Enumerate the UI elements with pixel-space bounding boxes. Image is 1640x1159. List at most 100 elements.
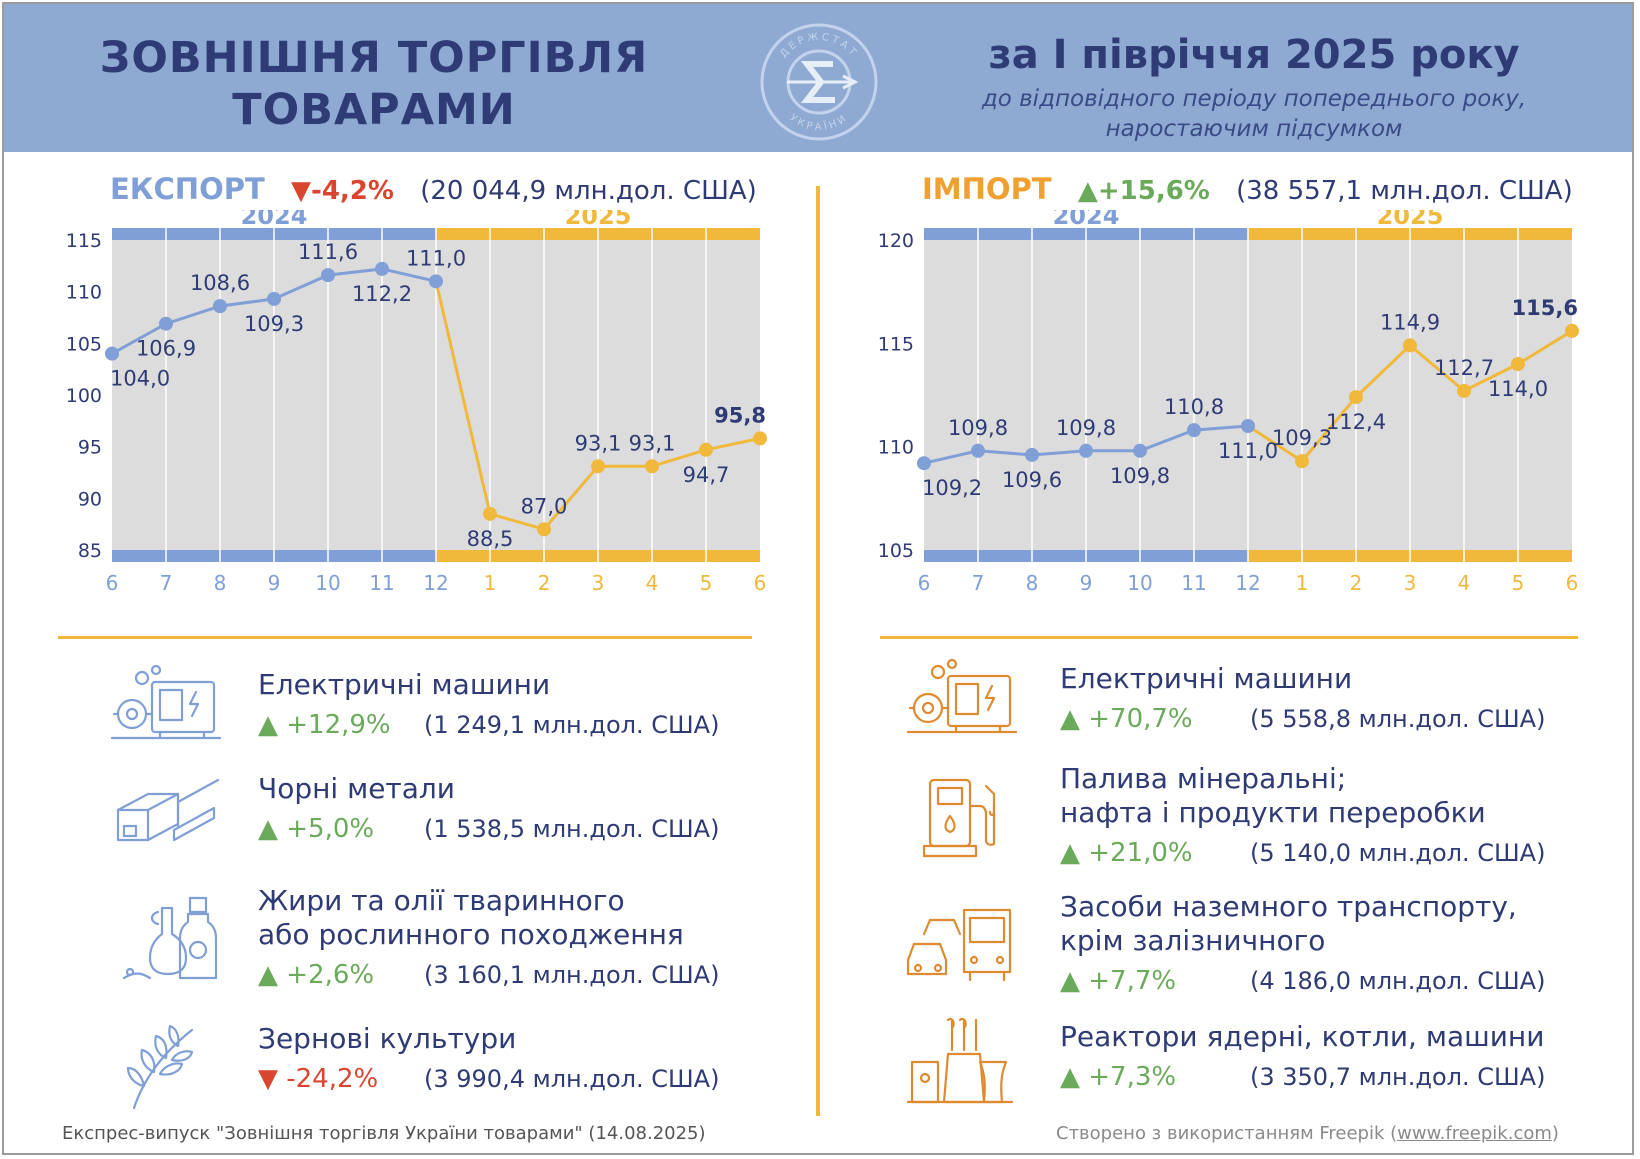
import-item-icon	[900, 766, 1020, 866]
y-tick-label: 115	[878, 333, 914, 355]
data-point	[971, 443, 985, 458]
electric-machine-icon	[110, 664, 222, 740]
data-label: 109,8	[948, 416, 1008, 440]
data-point	[537, 522, 551, 537]
main-title-line1: ЗОВНІШНЯ ТОРГІВЛЯ	[99, 33, 649, 83]
credit-end: )	[1551, 1123, 1559, 1144]
data-label: 109,6	[1002, 468, 1062, 492]
subtitle-line2: наростаючим підсумком	[1105, 116, 1403, 142]
x-tick-label: 6	[106, 571, 119, 595]
x-tick-label: 12	[423, 571, 448, 595]
x-tick-label: 10	[315, 571, 340, 595]
y-tick-label: 105	[66, 333, 102, 355]
item-change: ▲ +70,7%	[1060, 704, 1193, 734]
year-label-2024: 2024	[241, 210, 308, 230]
data-label: 114,0	[1488, 377, 1548, 401]
x-tick-label: 11	[369, 571, 394, 595]
item-change: ▲ +21,0%	[1060, 838, 1193, 868]
x-tick-label: 6	[754, 571, 767, 595]
wheat-icon	[126, 1024, 194, 1110]
export-divider	[58, 636, 752, 639]
data-point	[591, 459, 605, 474]
item-value: (5 558,8 млн.дол. США)	[1250, 705, 1546, 733]
data-label: 109,8	[1056, 416, 1116, 440]
period-subtitle: до відповідного періоду попереднього рок…	[964, 84, 1544, 144]
y-tick-label: 115	[66, 230, 102, 252]
data-point	[1511, 357, 1525, 371]
power-plant-icon	[906, 1017, 1014, 1104]
item-name: Електричні машини	[1060, 662, 1353, 695]
data-point	[917, 456, 931, 471]
import-total: (38 557,1 млн.дол. США)	[1236, 176, 1573, 206]
data-point	[105, 346, 119, 361]
data-label: 111,0	[406, 246, 466, 270]
x-tick-label: 10	[1127, 571, 1152, 595]
data-label: 109,8	[1110, 464, 1170, 488]
data-label: 112,7	[1434, 356, 1494, 380]
x-tick-label: 3	[592, 571, 605, 595]
export-change: ▼-4,2%	[291, 176, 394, 206]
x-tick-label: 4	[646, 571, 659, 595]
data-point	[699, 442, 713, 457]
import-item-icon	[900, 894, 1020, 994]
data-point	[1241, 419, 1255, 433]
item-name: Зернові культури	[258, 1022, 517, 1055]
x-tick-label: 9	[1080, 571, 1093, 595]
item-change: ▲ +2,6%	[258, 960, 375, 990]
freepik-link[interactable]: www.freepik.com	[1397, 1123, 1552, 1144]
data-label: 106,9	[136, 337, 196, 361]
year-label-2024: 2024	[1053, 210, 1120, 230]
electric-machine-icon	[906, 658, 1018, 734]
item-name: Реактори ядерні, котли, машини	[1060, 1020, 1545, 1053]
export-title: ЕКСПОРТ	[110, 172, 265, 206]
data-point	[1133, 443, 1147, 458]
y-tick-label: 85	[78, 540, 102, 562]
x-tick-label: 9	[268, 571, 281, 595]
export-item-icon	[104, 762, 224, 862]
data-point	[321, 268, 335, 283]
y-tick-label: 90	[78, 488, 102, 510]
data-label: 111,6	[298, 240, 358, 264]
export-header: ЕКСПОРТ ▼-4,2% (20 044,9 млн.дол. США)	[110, 172, 757, 208]
data-point	[429, 274, 443, 289]
item-value: (3 350,7 млн.дол. США)	[1250, 1063, 1546, 1091]
subtitle-line1: до відповідного періоду попереднього рок…	[981, 86, 1527, 112]
item-change: ▲ +12,9%	[258, 710, 391, 740]
data-label: 115,6	[1512, 296, 1578, 320]
data-label: 114,9	[1380, 310, 1440, 334]
item-name: Електричні машини	[258, 668, 551, 701]
data-point	[159, 316, 173, 331]
item-value: (3 990,4 млн.дол. США)	[424, 1065, 720, 1093]
fuel-pump-icon	[922, 778, 996, 858]
data-point	[483, 506, 497, 521]
data-point	[267, 291, 281, 306]
oil-bottles-icon	[122, 896, 218, 980]
import-header: ІМПОРТ ▲+15,6% (38 557,1 млн.дол. США)	[922, 172, 1573, 208]
data-point	[1403, 338, 1417, 353]
y-tick-label: 110	[878, 437, 914, 459]
item-value: (1 538,5 млн.дол. США)	[424, 815, 720, 843]
data-label: 109,3	[244, 312, 304, 336]
x-tick-label: 12	[1235, 571, 1260, 595]
import-divider	[880, 636, 1578, 639]
x-tick-label: 8	[214, 571, 227, 595]
export-item-icon	[104, 658, 224, 758]
x-tick-label: 7	[972, 571, 985, 595]
data-label: 112,2	[352, 282, 412, 306]
center-divider	[816, 186, 820, 1116]
item-change: ▼ -24,2%	[258, 1064, 379, 1094]
data-label: 108,6	[190, 271, 250, 295]
data-label: 94,7	[683, 463, 730, 487]
item-value: (4 186,0 млн.дол. США)	[1250, 967, 1546, 995]
x-tick-label: 6	[1566, 571, 1579, 595]
footer-source: Експрес-випуск "Зовнішня торгівля Україн…	[62, 1123, 706, 1144]
metal-beams-icon	[116, 778, 220, 842]
data-point	[1565, 323, 1579, 338]
import-title: ІМПОРТ	[922, 172, 1052, 206]
data-label: 111,0	[1218, 439, 1278, 463]
data-label: 110,8	[1164, 395, 1224, 419]
x-tick-label: 8	[1026, 571, 1039, 595]
